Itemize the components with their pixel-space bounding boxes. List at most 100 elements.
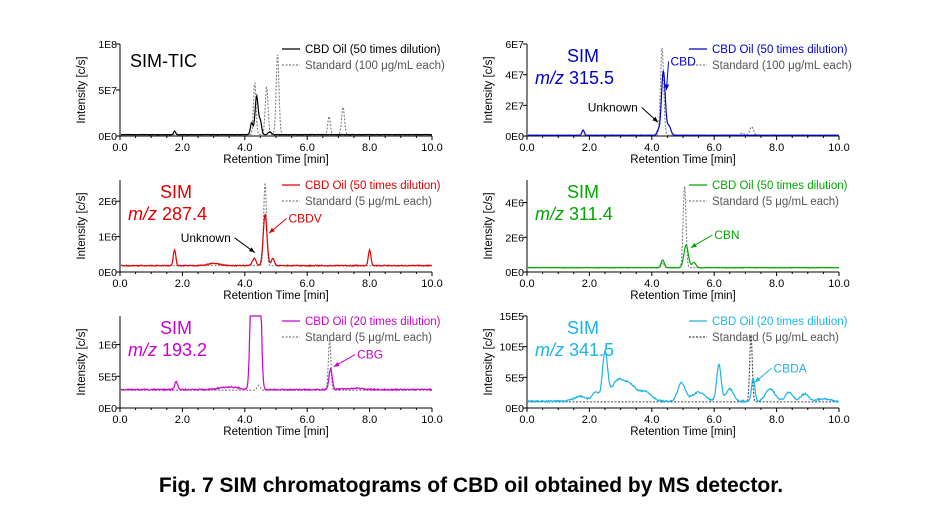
- chart-title: m/z 341.5: [535, 340, 614, 360]
- y-tick-label: 4E6: [505, 198, 524, 210]
- series-line-sample: [121, 213, 433, 268]
- x-axis-label: Retention Time [min]: [630, 426, 735, 438]
- annotation-arrowhead: [269, 227, 275, 234]
- x-tick-label: 6.0: [707, 278, 722, 290]
- chart-title: m/z 193.2: [128, 340, 207, 360]
- chart-title: SIM: [567, 46, 599, 66]
- annotation-arrowhead: [664, 84, 670, 90]
- x-tick-label: 2.0: [582, 278, 597, 290]
- y-tick-label: 1E6: [98, 340, 117, 352]
- x-tick-label: 8.0: [769, 414, 784, 426]
- y-tick-label: 0E0: [505, 403, 524, 415]
- y-tick-label: 10E5: [499, 342, 524, 354]
- legend-label: Standard (5 μg/mL each): [305, 332, 432, 344]
- series-line-standard: [528, 186, 839, 269]
- chart-panel-sim193: 0.0 2.0 4.0 6.0 8.0 10.0 0E0 5E5 1E6 Retention Ti…: [76, 315, 443, 438]
- annotation-label: CBG: [357, 348, 383, 362]
- x-tick-label: 2.0: [175, 414, 190, 426]
- x-tick-label: 6.0: [300, 278, 315, 290]
- x-tick-label: 6.0: [300, 414, 315, 426]
- chart-title: SIM: [160, 182, 192, 202]
- legend-label: Standard (5 μg/mL each): [305, 196, 432, 208]
- chart-title: m/z 287.4: [128, 204, 207, 224]
- x-tick-label: 4.0: [644, 414, 659, 426]
- annotation-label: Unknown: [181, 231, 231, 245]
- annotation-label: CBD: [671, 54, 697, 68]
- x-tick-label: 4.0: [237, 142, 252, 154]
- y-tick-label: 6E7: [505, 39, 524, 51]
- y-tick-label: 2E7: [505, 100, 524, 112]
- x-tick-label: 4.0: [644, 142, 659, 154]
- y-tick-label: 5E7: [98, 85, 117, 97]
- legend-label: Standard (5 μg/mL each): [712, 196, 839, 208]
- x-tick-label: 6.0: [707, 142, 722, 154]
- y-tick-label: 0E0: [98, 267, 117, 279]
- x-tick-label: 8.0: [362, 142, 377, 154]
- annotation-arrowhead: [248, 247, 255, 253]
- y-axis-label: Intensity [c/s]: [483, 56, 495, 123]
- y-tick-label: 0E0: [98, 131, 117, 143]
- y-tick-label: 15E5: [499, 311, 524, 323]
- x-tick-label: 0.0: [112, 414, 127, 426]
- x-tick-label: 10.0: [828, 142, 849, 154]
- x-axis-label: Retention Time [min]: [630, 154, 735, 166]
- chart-title: SIM-TIC: [130, 51, 197, 71]
- y-axis-label: Intensity [c/s]: [483, 192, 495, 259]
- x-tick-label: 8.0: [769, 142, 784, 154]
- chart-panel-sim315: 0.0 2.0 4.0 6.0 8.0 10.0 0E0 2E7 4E7 6E7 Retention…: [483, 39, 852, 166]
- annotation-label: CBDA: [773, 361, 806, 375]
- chart-panel-sim287: 0.0 2.0 4.0 6.0 8.0 10.0 0E0 1E6 2E6 Retention Ti…: [76, 180, 443, 302]
- x-tick-label: 2.0: [582, 142, 597, 154]
- y-tick-label: 4E7: [505, 70, 524, 82]
- x-axis-label: Retention Time [min]: [630, 290, 735, 302]
- x-tick-label: 2.0: [175, 142, 190, 154]
- x-tick-label: 6.0: [300, 142, 315, 154]
- y-tick-label: 5E5: [98, 371, 117, 383]
- annotation-arrowhead: [754, 376, 761, 383]
- x-tick-label: 8.0: [362, 278, 377, 290]
- y-axis-label: Intensity [c/s]: [76, 56, 88, 123]
- chart-panel-tic: 0.0 2.0 4.0 6.0 8.0 10.0 0E0 5E7 1E8 Retention Ti…: [76, 39, 445, 166]
- y-tick-label: 2E6: [505, 232, 524, 244]
- x-tick-label: 0.0: [519, 142, 534, 154]
- x-tick-label: 2.0: [175, 278, 190, 290]
- legend-label: Standard (5 μg/mL each): [712, 332, 839, 344]
- legend-label: CBD Oil (20 times dilution): [712, 316, 848, 328]
- series-line-sample: [528, 244, 840, 269]
- legend-label: CBD Oil (50 times dilution): [712, 180, 848, 192]
- x-tick-label: 4.0: [237, 278, 252, 290]
- x-axis-label: Retention Time [min]: [223, 290, 328, 302]
- legend-label: CBD Oil (50 times dilution): [712, 44, 848, 56]
- series-line-standard: [528, 335, 839, 403]
- annotation-label: CBDV: [288, 211, 321, 225]
- annotation-arrowhead: [652, 116, 659, 123]
- y-tick-label: 0E0: [98, 403, 117, 415]
- x-axis-label: Retention Time [min]: [223, 154, 328, 166]
- x-tick-label: 0.0: [519, 414, 534, 426]
- x-tick-label: 10.0: [828, 414, 849, 426]
- y-axis-label: Intensity [c/s]: [76, 192, 88, 259]
- legend-label: CBD Oil (50 times dilution): [305, 180, 441, 192]
- x-tick-label: 10.0: [421, 278, 442, 290]
- y-tick-label: 0E0: [505, 267, 524, 279]
- chart-panel-sim341: 0.0 2.0 4.0 6.0 8.0 10.0 0E0 5E5 10E5 15E5 Retenti…: [483, 311, 850, 438]
- x-axis-label: Retention Time [min]: [223, 426, 328, 438]
- y-tick-label: 5E5: [505, 372, 524, 384]
- legend-label: Standard (100 μg/mL each): [305, 60, 445, 72]
- chart-title: m/z 315.5: [535, 68, 614, 88]
- y-axis-label: Intensity [c/s]: [483, 328, 495, 395]
- x-tick-label: 10.0: [828, 278, 849, 290]
- x-tick-label: 8.0: [362, 414, 377, 426]
- chart-title: SIM: [567, 318, 599, 338]
- annotation-label: CBN: [714, 228, 739, 242]
- x-tick-label: 10.0: [421, 142, 442, 154]
- x-tick-label: 0.0: [112, 142, 127, 154]
- legend-label: Standard (100 μg/mL each): [712, 60, 852, 72]
- chart-title: SIM: [160, 318, 192, 338]
- y-tick-label: 0E0: [505, 131, 524, 143]
- x-tick-label: 6.0: [707, 414, 722, 426]
- series-line-sample: [121, 315, 433, 392]
- y-axis-label: Intensity [c/s]: [76, 328, 88, 395]
- chart-title: m/z 311.4: [535, 204, 613, 224]
